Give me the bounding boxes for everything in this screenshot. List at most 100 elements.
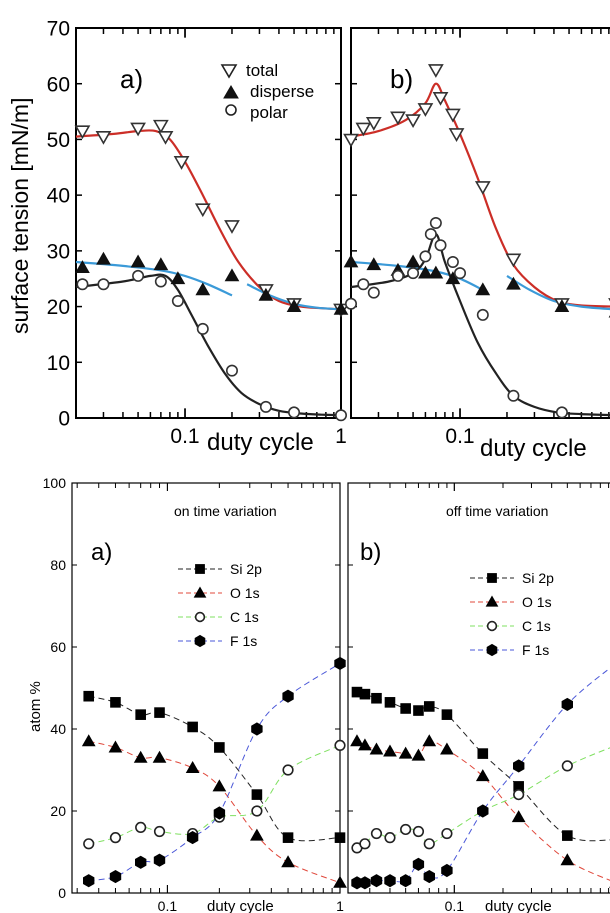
y-tick-label: 20 [47,296,70,319]
marker-total [427,64,444,78]
marker-total [474,181,491,195]
marker-f-1s [561,697,573,711]
marker-c-1s [109,832,122,844]
plot-frame [347,482,610,894]
marker-total [95,130,112,145]
x-tick-label: 0.1 [445,898,465,913]
marker-o-1s [185,760,200,773]
marker-si-2p [282,832,294,843]
legend-label-si-2p: Si 2p [522,570,554,586]
marker-disperse [366,257,382,271]
marker-si-2p [214,742,225,753]
marker-disperse [258,287,274,301]
y-tick-label: 40 [47,185,70,208]
marker-c-1s [153,825,166,838]
marker-f-1s [384,874,396,888]
marker-total [432,91,449,106]
marker-si-2p [359,688,371,700]
y-tick-label: 60 [47,73,70,96]
marker-total [194,203,211,218]
legend: total disperse polar [220,61,314,122]
legend: Si 2p O 1s C 1s F 1s [470,570,554,658]
fit-curve [75,260,233,297]
x-tick-label: 1 [336,898,344,913]
marker-total [365,117,382,131]
y-tick-labels: 0 10 20 30 40 50 60 70 [47,18,341,431]
y-tick-label: 10 [47,352,70,375]
marker-si-2p [371,692,382,704]
marker-polar [429,217,442,230]
legend-label-polar: polar [250,103,288,122]
marker-o-1s [212,779,227,792]
plot-frame [75,27,342,419]
panel-label: b) [390,64,413,94]
marker-si-2p [423,701,435,712]
legend-marker-polar [225,104,237,116]
marker-polar [132,269,145,282]
x-axis-label: duty cycle [480,435,587,462]
x-tick-label: 0.1 [445,425,474,448]
marker-polar [357,278,370,291]
series-line-f-1s [88,662,341,882]
marker-disperse [153,257,169,271]
marker-c-1s [412,825,425,838]
data-markers [343,64,610,419]
marker-disperse [195,282,211,296]
marker-c-1s [83,838,95,850]
marker-si-2p [251,789,263,800]
marker-si-2p [441,709,453,720]
marker-polar [391,269,404,282]
marker-o-1s [475,769,490,782]
series-lines [88,662,341,884]
marker-c-1s [423,838,435,850]
marker-polar [419,250,432,263]
marker-polar [507,389,520,402]
marker-disperse [75,260,90,273]
marker-polar [476,308,489,321]
legend-marker-o-1s [193,586,207,598]
marker-total [173,156,190,170]
marker-polar [97,278,110,291]
x-tick-label: 0.1 [170,425,199,448]
legend-label-disperse: disperse [250,82,314,101]
marker-total [355,122,372,137]
y-tick-label: 40 [50,721,66,737]
y-tick-label: 50 [47,129,70,152]
fit-curve [350,233,610,417]
marker-f-1s [135,855,147,869]
marker-f-1s [282,689,294,703]
marker-polar [344,297,357,310]
plot-frame [350,27,610,419]
y-tick-labels [348,482,353,894]
x-axis-label: duty cycle [207,429,314,456]
marker-o-1s [152,750,167,763]
marker-disperse [286,299,302,312]
fit-curves [350,82,610,417]
marker-o-1s [560,853,575,866]
legend-label-c-1s: C 1s [522,618,551,634]
legend-label-o-1s: O 1s [522,594,552,610]
plot-frame [71,482,341,894]
legend-marker-f-1s [194,634,206,648]
marker-polar [334,409,347,422]
marker-c-1s [384,832,396,844]
marker-si-2p [562,830,573,841]
marker-disperse [475,282,491,296]
marker-f-1s [213,806,226,820]
marker-o-1s [250,828,264,841]
legend-label-o-1s: O 1s [230,585,260,601]
annotation: off time variation [446,503,548,519]
fit-curve [75,273,342,417]
x-tick-labels: 0.11 [369,483,610,913]
marker-o-1s [350,734,364,747]
legend-label-c-1s: C 1s [230,609,259,625]
legend: Si 2p O 1s C 1s F 1s [178,561,262,649]
y-tick-label: 0 [58,408,70,431]
marker-c-1s [359,838,371,850]
marker-disperse [170,271,186,285]
legend-marker-c-1s [486,620,498,632]
marker-o-1s [133,750,148,763]
marker-o-1s [440,742,454,755]
marker-polar [196,322,209,335]
legend-marker-f-1s [486,643,498,657]
